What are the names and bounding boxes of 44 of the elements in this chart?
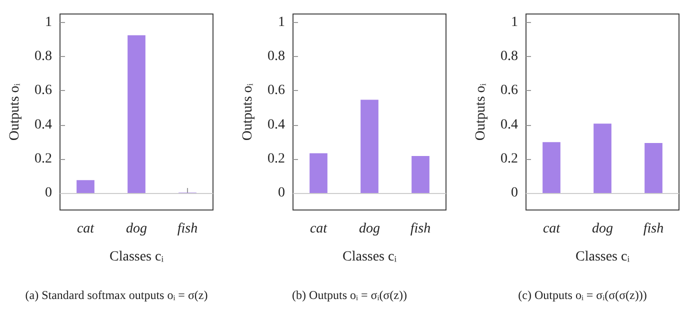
bar <box>128 35 146 193</box>
y-tick-label: 0.6 <box>268 83 285 98</box>
x-tick-label: dog <box>592 222 613 236</box>
x-tick-label: fish <box>643 222 664 236</box>
y-tick-label: 0 <box>45 185 52 200</box>
x-tick-label: dog <box>126 222 147 236</box>
text: (a) Standard softmax outputs oᵢ = σ(z) <box>24 288 209 303</box>
x-tick-label: cat <box>310 222 328 236</box>
x-tick-label: fish <box>410 222 431 236</box>
x-tick-label: cat <box>76 222 96 236</box>
bar <box>360 100 378 193</box>
y-tick-label: 0.8 <box>500 49 518 64</box>
x-tick-label: dog <box>359 222 380 236</box>
y-tick-label: 0 <box>511 185 518 200</box>
y-tick-label: 0.8 <box>34 49 52 64</box>
y-tick-label: 0.6 <box>34 83 52 98</box>
text: (c) Outputs oᵢ = σᵢ(σ(σ(z))) <box>517 288 648 303</box>
y-axis-title: Outputs oᵢ <box>240 82 256 141</box>
y-tick-label: 0.2 <box>500 151 518 166</box>
y-tick-label: 0.2 <box>268 151 285 166</box>
bar <box>76 180 94 193</box>
x-tick-label: fish <box>177 222 198 236</box>
y-tick-label: 0.8 <box>268 49 285 64</box>
x-axis-title: Classes cᵢ <box>342 250 398 264</box>
x-axis-title: Classes cᵢ <box>109 250 164 264</box>
bar <box>594 124 612 193</box>
y-tick-label: 0 <box>278 185 285 200</box>
bar <box>310 153 328 193</box>
y-tick-label: 1 <box>511 15 518 30</box>
y-tick-label: 0.4 <box>500 117 518 132</box>
text: (b) Outputs oᵢ = σᵢ(σ(z)) <box>291 288 408 303</box>
x-axis-title: Classes cᵢ <box>575 250 630 264</box>
y-tick-label: 0.2 <box>34 151 52 166</box>
y-axis-title: Outputs oᵢ <box>474 82 488 141</box>
bar <box>542 142 560 193</box>
y-tick-label: 0.4 <box>268 117 285 132</box>
y-axis-title: Outputs oᵢ <box>8 82 22 141</box>
y-tick-label: 0.6 <box>500 83 518 98</box>
bar <box>644 143 662 193</box>
y-tick-label: 1 <box>45 15 52 30</box>
x-tick-label: cat <box>542 222 562 236</box>
bar <box>412 156 430 193</box>
y-tick-label: 0.4 <box>34 117 52 132</box>
y-tick-label: 1 <box>278 15 285 30</box>
